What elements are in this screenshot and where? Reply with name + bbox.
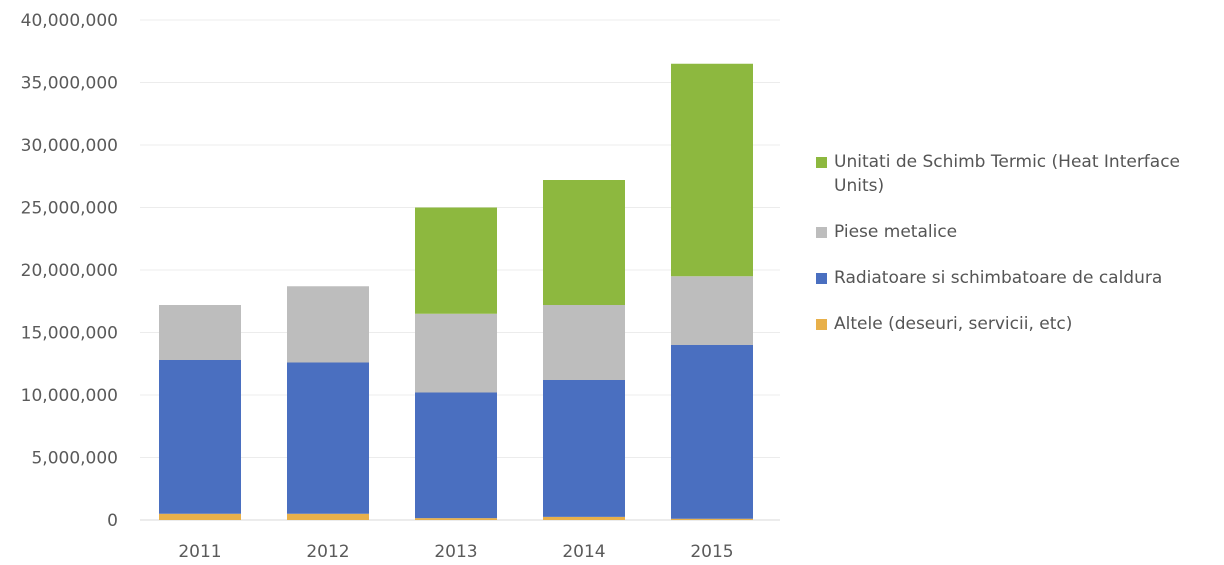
x-tick-label: 2015: [690, 542, 733, 562]
bar-segment: [159, 513, 241, 520]
bar-segment: [671, 518, 753, 520]
y-tick-label: 0: [107, 511, 118, 531]
bar-segment: [415, 392, 497, 519]
legend-label: Altele (deseuri, servicii, etc): [834, 314, 1073, 334]
y-tick-label: 5,000,000: [31, 449, 118, 469]
bar-segment: [159, 305, 241, 360]
y-tick-label: 25,000,000: [21, 199, 118, 219]
legend-swatch: [816, 157, 827, 168]
x-tick-label: 2013: [434, 542, 477, 562]
legend-item: Radiatoare si schimbatoare de caldura: [814, 266, 1214, 290]
legend-swatch: [816, 273, 827, 284]
legend-label: Piese metalice: [834, 222, 958, 242]
y-tick-label: 35,000,000: [21, 74, 118, 94]
bar-segment: [671, 276, 753, 345]
bar-segment: [671, 345, 753, 519]
bar-segment: [159, 360, 241, 514]
legend-swatch: [816, 227, 827, 238]
legend-label: Radiatoare si schimbatoare de caldura: [834, 268, 1163, 288]
bar-segment: [415, 313, 497, 393]
bar-segment: [415, 518, 497, 520]
legend-item: Unitati de Schimb Termic (Heat Interface…: [814, 150, 1214, 198]
bar-segment: [287, 286, 369, 363]
bar-segment: [543, 380, 625, 517]
x-tick-label: 2014: [562, 542, 605, 562]
bar-segment: [671, 63, 753, 277]
bar-segment: [543, 516, 625, 520]
bar-segment: [415, 207, 497, 314]
x-tick-label: 2011: [178, 542, 221, 562]
chart-legend: Unitati de Schimb Termic (Heat Interface…: [814, 150, 1214, 336]
bar-segment: [543, 180, 625, 305]
y-tick-label: 20,000,000: [21, 261, 118, 281]
legend-item: Piese metalice: [814, 220, 1214, 244]
y-tick-label: 30,000,000: [21, 136, 118, 156]
y-tick-label: 40,000,000: [21, 11, 118, 31]
legend-label: Unitati de Schimb Termic (Heat Interface…: [834, 152, 1181, 196]
bar-segment: [287, 513, 369, 520]
bar-segment: [543, 305, 625, 380]
x-tick-label: 2012: [306, 542, 349, 562]
bar-segment: [287, 362, 369, 514]
y-tick-label: 10,000,000: [21, 386, 118, 406]
y-tick-label: 15,000,000: [21, 324, 118, 344]
legend-item: Altele (deseuri, servicii, etc): [814, 312, 1214, 336]
legend-swatch: [816, 319, 827, 330]
